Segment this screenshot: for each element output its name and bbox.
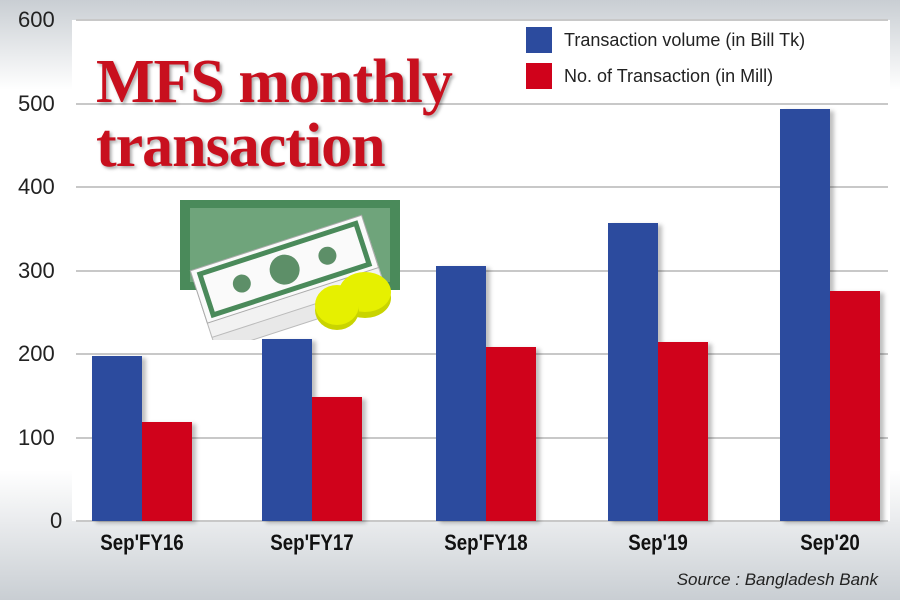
legend-swatch-red (526, 63, 552, 89)
bar-volume (262, 338, 312, 521)
legend-label: No. of Transaction (in Mill) (564, 65, 774, 86)
bar-volume (436, 266, 486, 521)
x-tick-label: Sep'20 (800, 530, 860, 555)
bar-count (312, 396, 362, 521)
bar-count (486, 347, 536, 521)
legend-item-volume: Transaction volume (in Bill Tk) (526, 22, 805, 58)
bar-volume (92, 355, 142, 521)
x-tick-label: Sep'FY17 (270, 530, 354, 555)
bar-count (830, 291, 880, 521)
bar-count (142, 422, 192, 521)
title-line-2: transaction (96, 112, 386, 180)
legend-label: Transaction volume (in Bill Tk) (564, 29, 806, 50)
y-tick-label: 0 (50, 508, 63, 533)
y-tick-label: 300 (18, 257, 55, 283)
gridline (76, 520, 888, 522)
title-line-1: MFS monthly (96, 48, 453, 116)
money-stack-with-coins-icon (175, 180, 405, 353)
bar-volume (608, 222, 658, 521)
x-tick-label: Sep'FY16 (100, 530, 184, 555)
y-tick-label: 500 (18, 90, 55, 116)
source-note: Source : Bangladesh Bank (676, 570, 878, 589)
bar-count (658, 342, 708, 521)
gridline (76, 102, 888, 105)
y-tick-label: 100 (18, 424, 55, 450)
legend-item-count: No. of Transaction (in Mill) (526, 58, 805, 94)
legend: Transaction volume (in Bill Tk) No. of T… (526, 22, 805, 94)
bar-volume (780, 109, 830, 521)
legend-swatch-blue (526, 27, 552, 53)
x-tick-label: Sep'19 (628, 530, 688, 555)
gridline (76, 19, 888, 21)
x-tick-label: Sep'FY18 (444, 530, 528, 555)
gridline (76, 186, 888, 188)
y-tick-label: 600 (18, 7, 55, 32)
y-tick-label: 400 (18, 174, 55, 199)
chart-title: MFS monthly transaction (96, 48, 453, 180)
y-tick-label: 200 (18, 341, 55, 366)
